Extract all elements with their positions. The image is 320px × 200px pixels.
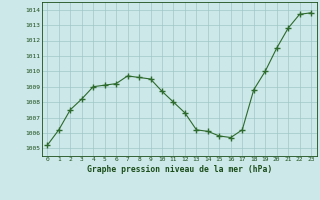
X-axis label: Graphe pression niveau de la mer (hPa): Graphe pression niveau de la mer (hPa) <box>87 165 272 174</box>
